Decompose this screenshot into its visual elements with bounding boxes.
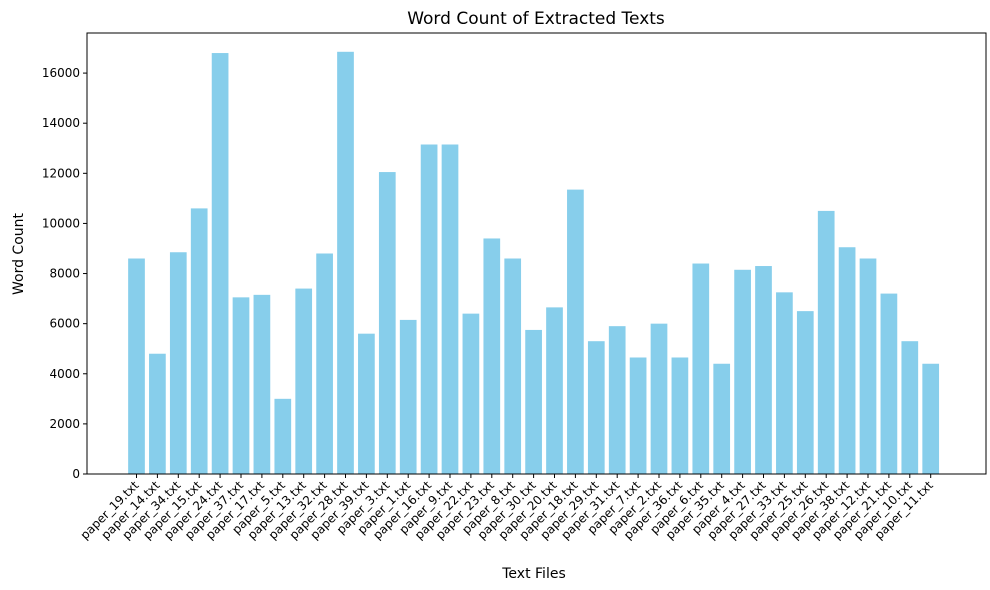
bar <box>567 189 584 475</box>
bar <box>190 208 208 475</box>
y-tick-label: 8000 <box>49 267 80 281</box>
bar <box>692 263 710 474</box>
bar <box>734 269 751 474</box>
bar <box>504 258 522 474</box>
bar <box>211 53 229 474</box>
bar <box>128 258 145 474</box>
chart-title: Word Count of Extracted Texts <box>407 9 665 29</box>
bar <box>713 363 731 474</box>
bar <box>274 398 292 474</box>
bar <box>859 258 877 474</box>
bar <box>337 51 354 475</box>
bar <box>358 333 375 474</box>
x-axis: paper_19.txtpaper_14.txtpaper_34.txtpape… <box>78 474 936 542</box>
y-axis-label: Word Count <box>11 212 27 295</box>
x-axis-label: Text Files <box>501 566 566 582</box>
y-tick-label: 6000 <box>49 317 80 331</box>
y-axis: 0 2000 4000 6000 8000 10000 12000 14000 16000 <box>42 66 87 481</box>
y-tick-label: 4000 <box>49 367 80 381</box>
bar <box>587 341 605 474</box>
bar <box>776 292 793 474</box>
y-tick-label: 16000 <box>42 66 80 80</box>
bar <box>525 329 542 474</box>
bar <box>838 247 856 474</box>
bar <box>608 326 626 474</box>
bar <box>378 172 396 474</box>
bar <box>316 253 333 474</box>
y-tick-label: 14000 <box>42 116 80 130</box>
bar <box>483 238 501 474</box>
bar <box>295 288 313 474</box>
bar <box>169 252 187 474</box>
bar <box>817 210 835 474</box>
bar <box>629 357 647 474</box>
bar <box>922 363 940 474</box>
plot-frame <box>86 32 987 475</box>
y-tick-label: 0 <box>72 467 80 481</box>
bar <box>420 144 438 474</box>
y-tick-label: 2000 <box>49 417 80 431</box>
bars <box>128 51 940 475</box>
bar <box>546 307 563 474</box>
bar <box>671 357 689 474</box>
bar <box>149 353 166 474</box>
bar <box>901 341 919 474</box>
bar <box>399 319 417 474</box>
bar <box>253 294 271 474</box>
y-tick-label: 10000 <box>42 216 80 230</box>
bar <box>880 293 898 474</box>
bar <box>650 323 668 474</box>
bar <box>441 144 459 474</box>
bar <box>232 297 250 474</box>
y-tick-label: 12000 <box>42 166 80 180</box>
bar <box>796 311 814 474</box>
bar <box>462 313 480 474</box>
bar <box>755 266 772 474</box>
